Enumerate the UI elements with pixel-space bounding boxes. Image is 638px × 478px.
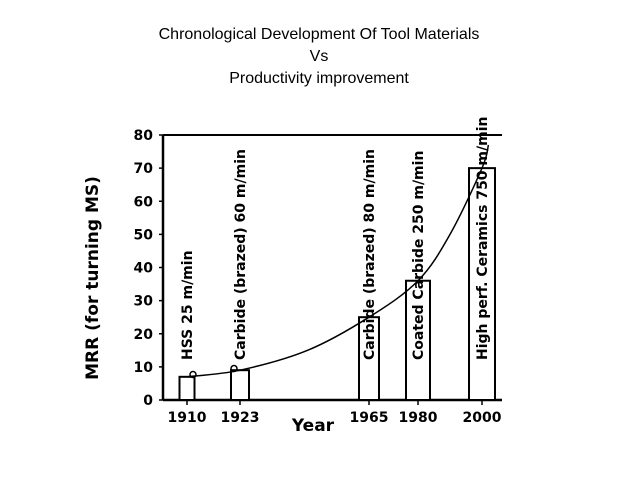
- x-tick-label: 2000: [463, 410, 502, 426]
- y-tick-label: 40: [134, 261, 154, 277]
- slide-title: Chronological Development Of Tool Materi…: [0, 24, 638, 90]
- title-line-2: Vs: [309, 48, 329, 65]
- x-tick-label: 1965: [350, 410, 389, 426]
- y-tick-label: 80: [134, 128, 154, 144]
- y-axis-label: MRR (for turning MS): [83, 176, 103, 380]
- curve-marker: [189, 370, 197, 379]
- y-tick-label: 0: [143, 393, 153, 409]
- bar-label: HSS 25 m/min: [180, 250, 196, 360]
- curve-marker: [230, 364, 238, 373]
- bar: [178, 375, 196, 401]
- bar-label: High perf. Ceramics 750 m/min: [475, 117, 491, 360]
- title-line-1: Chronological Development Of Tool Materi…: [158, 26, 480, 43]
- bar: [230, 369, 250, 401]
- title-line-3: Productivity improvement: [229, 70, 409, 87]
- bar: [468, 167, 496, 401]
- x-axis-label: Year: [291, 416, 335, 436]
- bar-label: Coated Carbide 250 m/min: [411, 151, 427, 360]
- bar-label: Carbide (brazed) 60 m/min: [233, 149, 249, 360]
- trend-curve: [186, 144, 490, 378]
- y-tick-label: 10: [134, 360, 154, 376]
- y-tick-label: 50: [134, 227, 154, 243]
- y-tick-label: 60: [134, 194, 154, 210]
- y-tick-label: 70: [134, 161, 154, 177]
- x-tick-label: 1910: [168, 410, 207, 426]
- bar: [405, 279, 431, 401]
- x-tick-label: 1980: [399, 410, 438, 426]
- y-tick-label: 30: [134, 294, 154, 310]
- bar-label: Carbide (brazed) 80 m/min: [362, 149, 378, 360]
- x-tick-label: 1923: [221, 410, 260, 426]
- y-tick-label: 20: [134, 327, 154, 343]
